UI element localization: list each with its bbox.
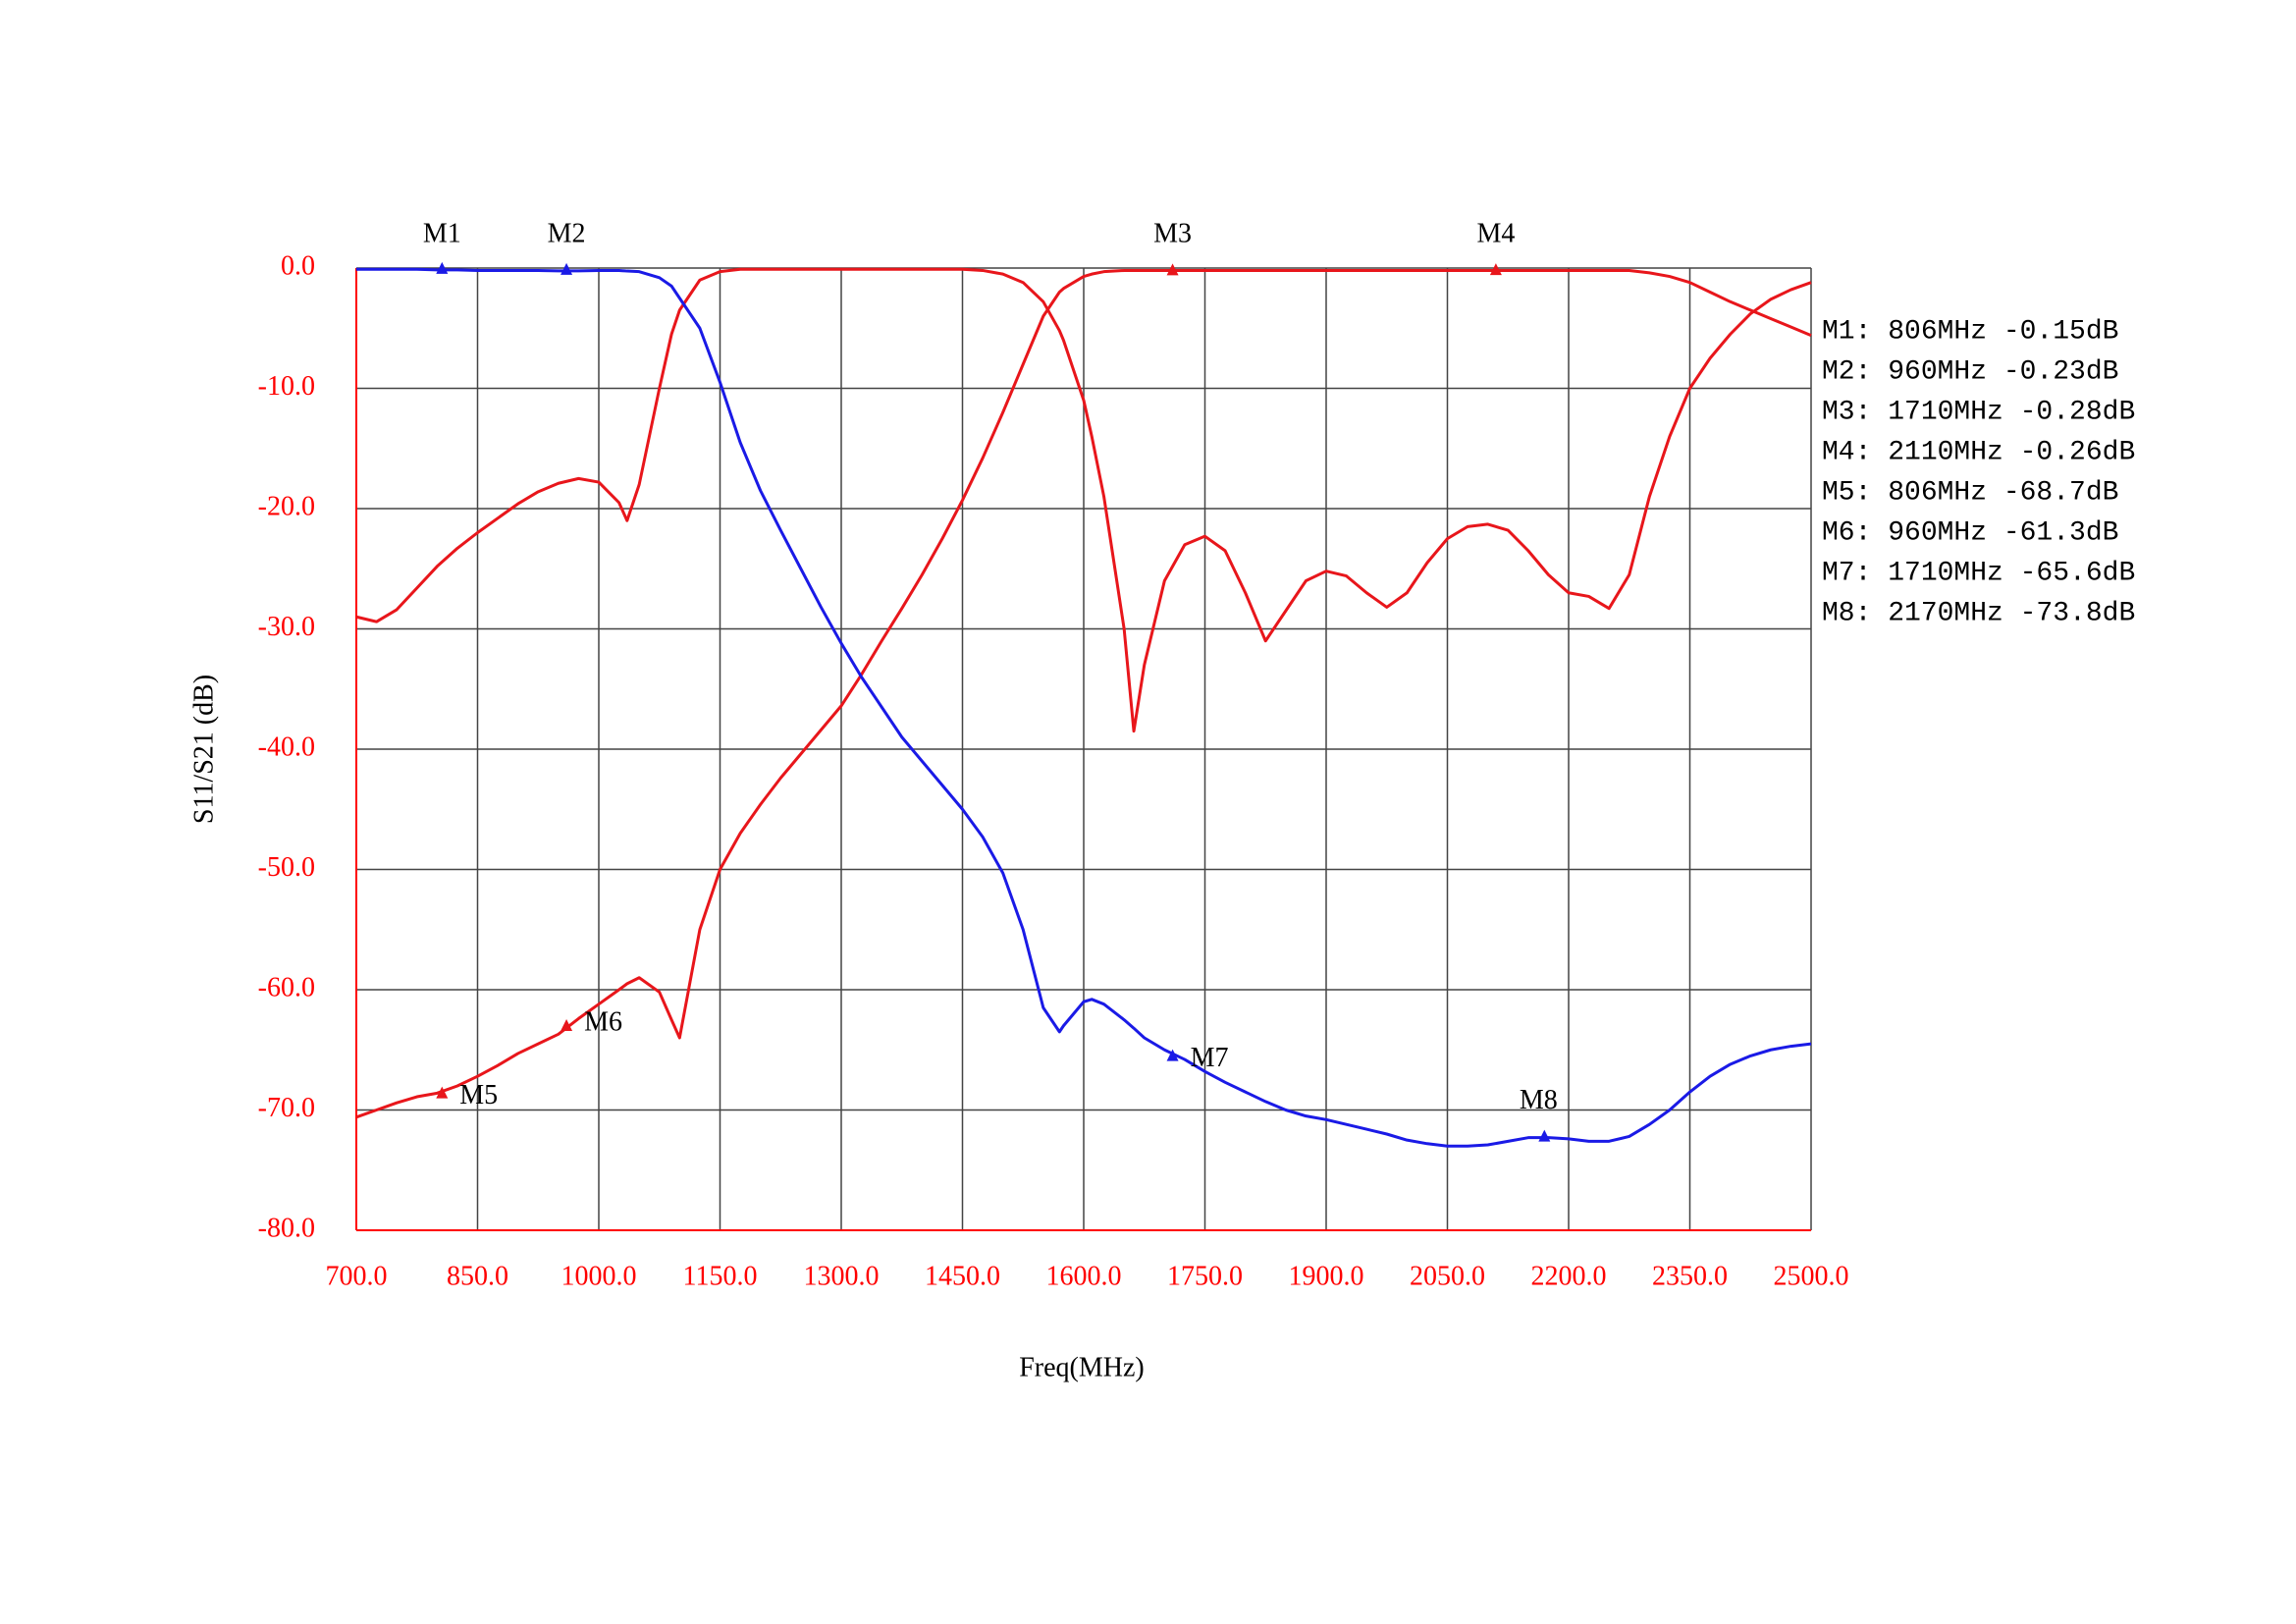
x-tick-label: 700.0 (326, 1261, 388, 1291)
y-tick-label: 0.0 (281, 250, 315, 281)
y-axis-title: S11/S21 (dB) (188, 675, 219, 824)
x-tick-label: 1900.0 (1289, 1261, 1364, 1291)
marker-label: M3 (1153, 218, 1192, 248)
y-tick-label: -30.0 (258, 612, 315, 642)
x-tick-label: 850.0 (447, 1261, 508, 1291)
marker-readout: M1: 806MHz -0.15dB (1822, 316, 2118, 347)
y-tick-label: -10.0 (258, 371, 315, 402)
y-tick-label: -40.0 (258, 731, 315, 762)
marker-readout: M3: 1710MHz -0.28dB (1822, 397, 2135, 427)
marker-readout: M4: 2110MHz -0.26dB (1822, 437, 2135, 467)
marker-label: M7 (1191, 1043, 1229, 1073)
marker (1489, 263, 1502, 276)
y-tick-label: -20.0 (258, 491, 315, 521)
y-tick-label: -80.0 (258, 1213, 315, 1243)
marker-label: M5 (459, 1080, 498, 1110)
marker-readout: M5: 806MHz -68.7dB (1822, 477, 2118, 508)
marker (561, 262, 573, 275)
marker (1166, 1049, 1179, 1061)
marker-readout: M7: 1710MHz -65.6dB (1822, 558, 2135, 588)
x-tick-label: 2050.0 (1410, 1261, 1485, 1291)
marker-label: M6 (584, 1006, 622, 1037)
x-tick-label: 1300.0 (804, 1261, 880, 1291)
x-tick-label: 2350.0 (1652, 1261, 1728, 1291)
marker-label: M4 (1476, 218, 1515, 248)
y-tick-label: -70.0 (258, 1093, 315, 1123)
marker (561, 1018, 573, 1031)
x-tick-label: 2500.0 (1774, 1261, 1849, 1291)
marker-label: M2 (548, 218, 586, 248)
marker (436, 261, 449, 274)
marker-readout: M6: 960MHz -61.3dB (1822, 517, 2118, 548)
series-line (355, 268, 1812, 1119)
marker-label: M8 (1520, 1085, 1558, 1115)
marker-readout: M8: 2170MHz -73.8dB (1822, 598, 2135, 628)
x-tick-label: 1750.0 (1167, 1261, 1243, 1291)
y-tick-label: -60.0 (258, 972, 315, 1002)
y-tick-label: -50.0 (258, 852, 315, 883)
marker-label: M1 (423, 218, 461, 248)
x-tick-label: 1150.0 (683, 1261, 758, 1291)
series-line (356, 267, 1812, 1148)
x-tick-label: 2200.0 (1531, 1261, 1607, 1291)
series-line (355, 267, 1812, 733)
marker-readout: M2: 960MHz -0.23dB (1822, 356, 2118, 387)
x-tick-label: 1450.0 (925, 1261, 1000, 1291)
marker (1166, 263, 1179, 276)
marker (436, 1086, 449, 1099)
x-tick-label: 1600.0 (1046, 1261, 1122, 1291)
x-tick-label: 1000.0 (561, 1261, 637, 1291)
marker (1538, 1129, 1551, 1142)
x-axis-title: Freq(MHz) (1019, 1352, 1145, 1382)
